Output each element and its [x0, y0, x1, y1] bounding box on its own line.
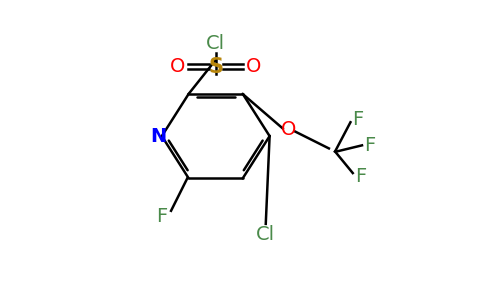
Text: O: O — [281, 120, 297, 140]
Text: F: F — [352, 110, 364, 129]
Text: O: O — [170, 57, 186, 76]
Text: F: F — [156, 208, 167, 226]
Text: N: N — [151, 127, 167, 146]
Text: O: O — [246, 57, 261, 76]
Text: S: S — [208, 57, 223, 77]
Text: Cl: Cl — [206, 34, 225, 53]
Text: Cl: Cl — [256, 225, 275, 244]
Text: F: F — [364, 136, 375, 155]
Text: F: F — [355, 167, 366, 186]
